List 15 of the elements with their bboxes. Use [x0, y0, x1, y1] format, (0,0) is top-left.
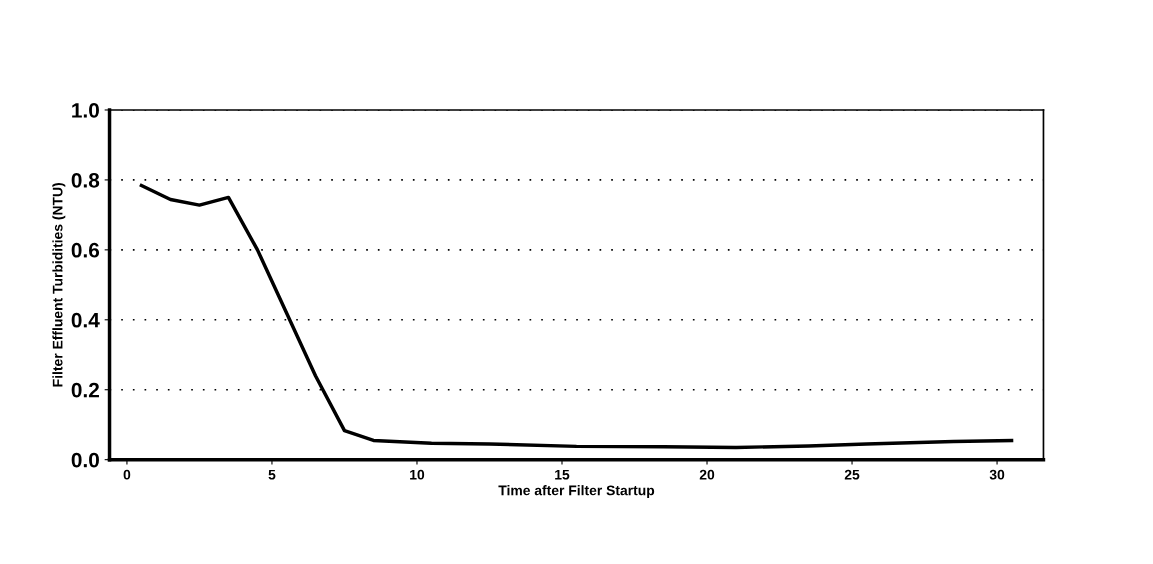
x-tick-label: 5: [268, 469, 276, 480]
x-tick-label: 15: [555, 469, 570, 480]
x-tick-label: 20: [699, 469, 715, 480]
x-tick-label: 30: [989, 469, 1005, 480]
y-tick-label: 1.0: [72, 102, 99, 118]
y-tick-label: 0.0: [71, 452, 99, 468]
x-tick-label: 10: [410, 469, 425, 480]
x-axis-title: Time after Filter Startup: [498, 485, 655, 499]
y-tick-label: 0.4: [71, 312, 100, 328]
y-tick-label: 0.8: [71, 172, 100, 188]
y-tick-label: 0.2: [71, 382, 99, 398]
x-tick-label: 0: [123, 469, 131, 480]
y-axis-title: Filter Effluent Turbidities (NTU): [52, 183, 66, 387]
y-tick-label: 0.6: [71, 242, 100, 258]
x-tick-label: 25: [844, 469, 860, 480]
